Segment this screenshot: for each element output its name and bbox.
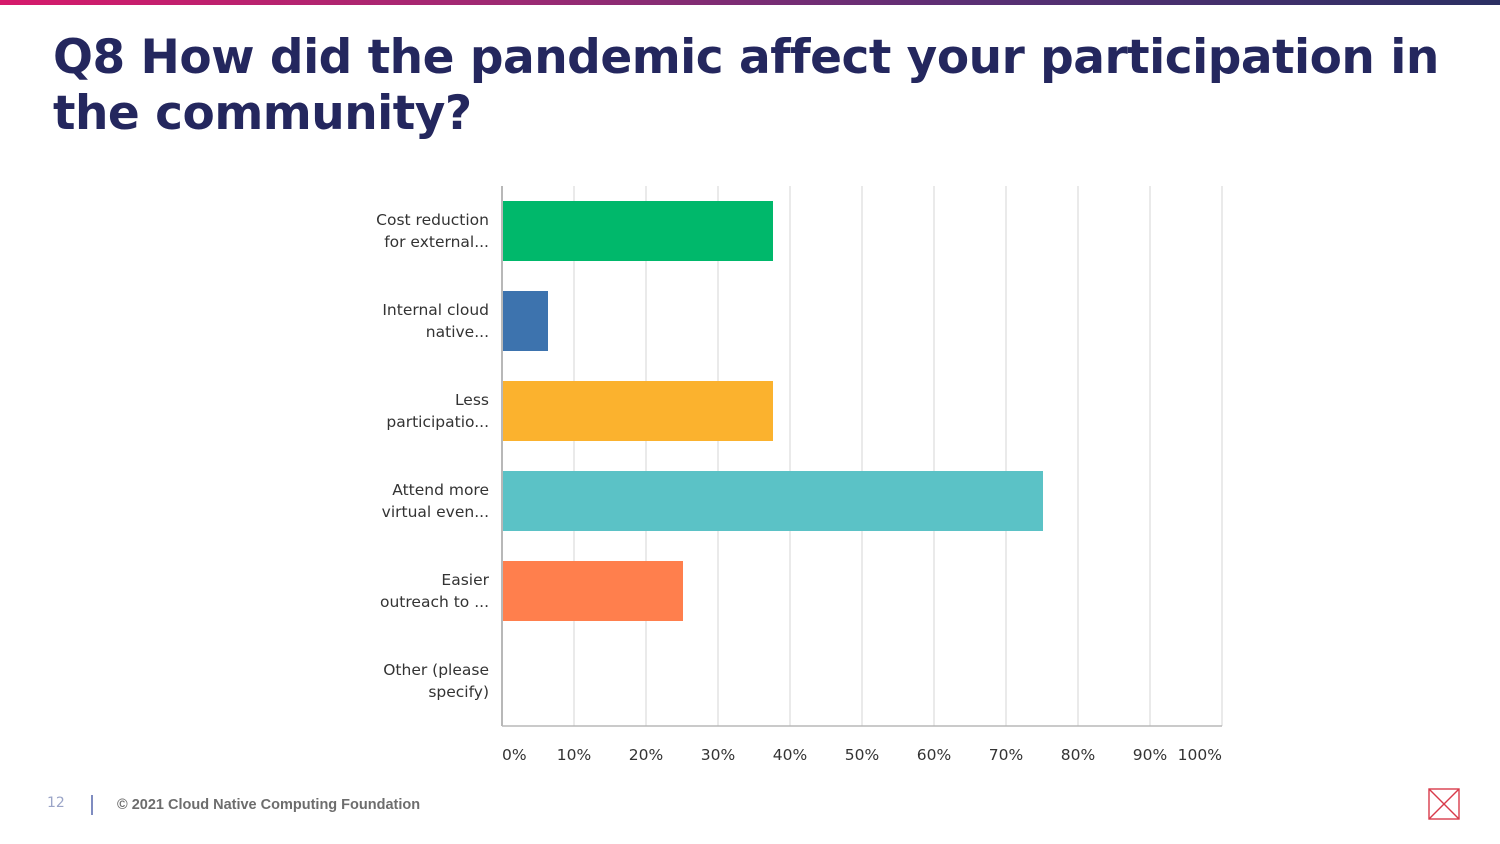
category-label: Attend more virtual even...: [289, 479, 489, 523]
category-label-line: Other (please: [383, 661, 489, 679]
x-tick-label: 10%: [557, 746, 591, 764]
x-tick-label: 100%: [1178, 746, 1222, 764]
x-tick-label: 30%: [701, 746, 735, 764]
footer-divider: [91, 795, 93, 815]
category-label-line: participatio...: [386, 413, 489, 431]
bar: [503, 561, 683, 621]
x-tick-label: 60%: [917, 746, 951, 764]
copyright-text: © 2021 Cloud Native Computing Foundation: [117, 797, 421, 813]
category-label-line: for external...: [384, 233, 489, 251]
category-label-line: outreach to ...: [380, 593, 489, 611]
category-label-line: native...: [425, 323, 489, 341]
category-label: Cost reduction for external...: [289, 209, 489, 253]
category-label: Internal cloud native...: [289, 299, 489, 343]
slide-title: Q8 How did the pandemic affect your part…: [53, 30, 1439, 141]
x-tick-label: 80%: [1061, 746, 1095, 764]
x-tick-label: 70%: [989, 746, 1023, 764]
x-tick-label: 50%: [845, 746, 879, 764]
bar: [503, 471, 1043, 531]
x-tick-label: 40%: [773, 746, 807, 764]
category-label-line: Attend more: [392, 481, 489, 499]
category-label-line: specify): [428, 683, 489, 701]
page-number: 12: [47, 795, 65, 811]
top-accent-bar: [0, 0, 1500, 5]
x-tick-label: 0%: [502, 746, 527, 764]
category-label-line: virtual even...: [381, 503, 489, 521]
category-label: Easier outreach to ...: [289, 569, 489, 613]
bar: [503, 201, 773, 261]
x-tick-label: 20%: [629, 746, 663, 764]
category-label: Less participatio...: [289, 389, 489, 433]
x-tick-label: 90%: [1133, 746, 1167, 764]
category-label-line: Less: [454, 391, 489, 409]
category-label-line: Internal cloud: [382, 301, 489, 319]
cncf-logo-icon: [1428, 788, 1460, 820]
category-label-line: Cost reduction: [376, 211, 489, 229]
category-label-line: Easier: [441, 571, 489, 589]
bar: [503, 381, 773, 441]
bar: [503, 291, 548, 351]
category-label: Other (please specify): [289, 659, 489, 703]
